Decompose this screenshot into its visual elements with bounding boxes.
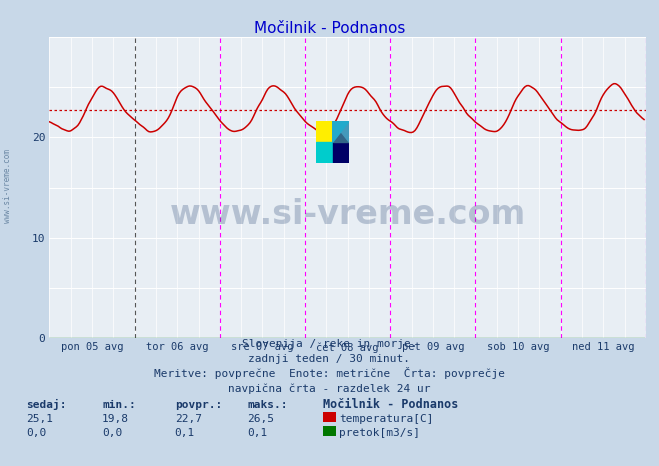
Text: 25,1: 25,1 xyxy=(26,414,53,424)
Text: Močilnik - Podnanos: Močilnik - Podnanos xyxy=(323,398,458,411)
Polygon shape xyxy=(333,121,349,142)
Text: 0,1: 0,1 xyxy=(175,428,195,438)
Text: www.si-vreme.com: www.si-vreme.com xyxy=(3,150,13,223)
Text: povpr.:: povpr.: xyxy=(175,400,222,410)
Text: 26,5: 26,5 xyxy=(247,414,274,424)
Polygon shape xyxy=(333,121,349,142)
Text: 0,1: 0,1 xyxy=(247,428,268,438)
Bar xyxy=(333,142,349,163)
Text: 0,0: 0,0 xyxy=(26,428,47,438)
Bar xyxy=(316,142,333,163)
Text: www.si-vreme.com: www.si-vreme.com xyxy=(169,198,526,231)
Text: 22,7: 22,7 xyxy=(175,414,202,424)
Text: 19,8: 19,8 xyxy=(102,414,129,424)
Text: maks.:: maks.: xyxy=(247,400,287,410)
Text: Slovenija / reke in morje.: Slovenija / reke in morje. xyxy=(242,339,417,349)
Text: sedaj:: sedaj: xyxy=(26,399,67,410)
Text: 0,0: 0,0 xyxy=(102,428,123,438)
Bar xyxy=(316,121,333,142)
Text: navpična črta - razdelek 24 ur: navpična črta - razdelek 24 ur xyxy=(228,384,431,394)
Text: temperatura[C]: temperatura[C] xyxy=(339,414,434,424)
Text: pretok[m3/s]: pretok[m3/s] xyxy=(339,428,420,438)
Text: Meritve: povprečne  Enote: metrične  Črta: povprečje: Meritve: povprečne Enote: metrične Črta:… xyxy=(154,367,505,379)
Polygon shape xyxy=(333,121,349,142)
Text: min.:: min.: xyxy=(102,400,136,410)
Text: zadnji teden / 30 minut.: zadnji teden / 30 minut. xyxy=(248,354,411,364)
Text: Močilnik - Podnanos: Močilnik - Podnanos xyxy=(254,21,405,36)
